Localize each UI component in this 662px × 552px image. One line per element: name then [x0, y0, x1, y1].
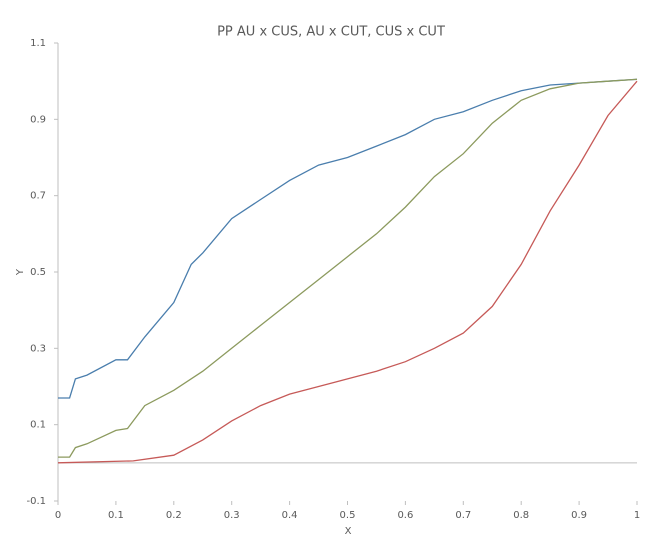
y-tick-label: 0.5 [30, 267, 46, 278]
x-tick-label: 0 [55, 510, 61, 521]
x-axis-label: X [345, 526, 352, 537]
y-tick-label: 0.9 [30, 114, 46, 125]
y-tick-label: 1.1 [30, 38, 46, 49]
x-tick-label: 1 [634, 510, 640, 521]
y-tick-label: 0.7 [30, 191, 46, 202]
y-tick-label: 0.3 [30, 343, 46, 354]
y-tick-label: 0.1 [30, 420, 46, 431]
x-tick-label: 0.9 [571, 510, 587, 521]
x-tick-label: 0.4 [282, 510, 298, 521]
chart-title: PP AU x CUS, AU x CUT, CUS x CUT [217, 25, 445, 40]
x-tick-label: 0.5 [340, 510, 356, 521]
y-tick-label: -0.1 [26, 496, 46, 507]
x-tick-label: 0.1 [108, 510, 124, 521]
x-tick-label: 0.8 [513, 510, 529, 521]
series-line [57, 80, 638, 464]
x-tick-label: 0.6 [397, 510, 413, 521]
y-axis-label: Y [15, 268, 26, 276]
x-tick-label: 0.7 [455, 510, 471, 521]
x-tick-label: 0.2 [166, 510, 182, 521]
series-line [58, 78, 638, 399]
series-line [58, 78, 638, 458]
x-tick-label: 0.3 [224, 510, 240, 521]
